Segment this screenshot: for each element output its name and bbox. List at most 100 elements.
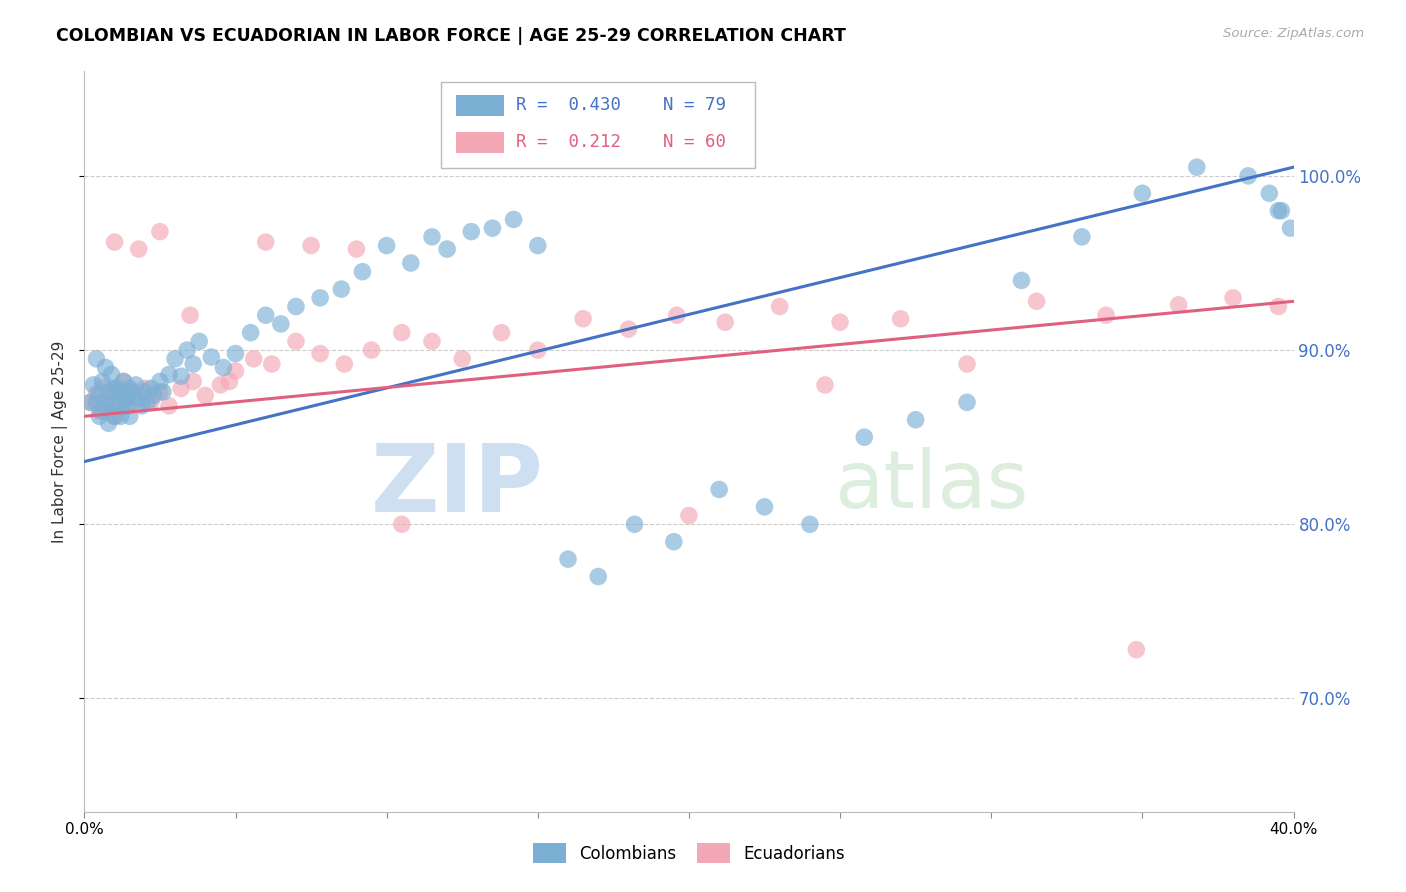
Point	[200, 350, 222, 364]
Point	[115, 392, 138, 406]
Point	[1267, 203, 1289, 218]
Point	[134, 381, 156, 395]
Point	[170, 369, 193, 384]
Point	[830, 315, 852, 329]
Point	[225, 346, 247, 360]
Point	[330, 282, 353, 296]
Point	[623, 517, 645, 532]
Point	[285, 334, 308, 349]
Point	[118, 381, 141, 395]
Point	[170, 381, 193, 395]
Point	[100, 368, 122, 382]
Point	[491, 326, 513, 340]
Point	[1222, 291, 1244, 305]
Point	[1258, 186, 1281, 201]
Point	[86, 386, 108, 401]
Point	[270, 317, 292, 331]
Point	[110, 395, 132, 409]
Point	[799, 517, 821, 532]
Point	[79, 395, 101, 409]
Point	[754, 500, 776, 514]
Point	[112, 375, 135, 389]
Point	[115, 399, 138, 413]
Point	[769, 300, 792, 314]
Point	[104, 409, 127, 424]
Point	[89, 404, 111, 418]
Point	[1095, 308, 1118, 322]
Y-axis label: In Labor Force | Age 25-29: In Labor Force | Age 25-29	[52, 341, 69, 542]
Point	[391, 326, 413, 340]
Point	[814, 378, 837, 392]
Point	[157, 399, 180, 413]
Point	[527, 238, 550, 252]
Point	[853, 430, 876, 444]
Point	[91, 404, 114, 418]
Point	[97, 384, 120, 399]
Point	[451, 351, 474, 366]
Point	[188, 334, 211, 349]
Text: R =  0.430    N = 79: R = 0.430 N = 79	[516, 95, 725, 113]
Point	[309, 291, 332, 305]
Point	[1279, 221, 1302, 235]
Text: atlas: atlas	[834, 447, 1028, 525]
Point	[128, 395, 150, 409]
Point	[112, 395, 135, 409]
Point	[104, 235, 127, 249]
Point	[212, 360, 235, 375]
Point	[420, 334, 443, 349]
Point	[254, 308, 277, 322]
Point	[110, 384, 132, 399]
Point	[94, 399, 117, 413]
Point	[904, 413, 927, 427]
Point	[352, 265, 374, 279]
Point	[285, 300, 308, 314]
Point	[617, 322, 640, 336]
Point	[436, 242, 458, 256]
Point	[333, 357, 356, 371]
Point	[1025, 294, 1047, 309]
Point	[82, 378, 104, 392]
Point	[100, 395, 122, 409]
Point	[956, 395, 979, 409]
Point	[91, 381, 114, 395]
Point	[1167, 298, 1189, 312]
Point	[128, 392, 150, 406]
Point	[391, 517, 413, 532]
Point	[157, 368, 180, 382]
Point	[149, 375, 172, 389]
Text: ZIP: ZIP	[371, 440, 544, 532]
Point	[86, 395, 108, 409]
Point	[134, 384, 156, 399]
Point	[94, 395, 117, 409]
Point	[1237, 169, 1260, 183]
Point	[420, 230, 443, 244]
Point	[97, 416, 120, 430]
Point	[1185, 160, 1208, 174]
Point	[91, 375, 114, 389]
Point	[110, 409, 132, 424]
Point	[572, 311, 595, 326]
Point	[86, 351, 108, 366]
Point	[89, 409, 111, 424]
Point	[194, 388, 217, 402]
Point	[179, 308, 201, 322]
Point	[1125, 642, 1147, 657]
Point	[242, 351, 264, 366]
Point	[239, 326, 262, 340]
Point	[115, 392, 138, 406]
Point	[118, 399, 141, 413]
Point	[149, 384, 172, 399]
Point	[107, 399, 129, 413]
Point	[209, 378, 232, 392]
Text: Source: ZipAtlas.com: Source: ZipAtlas.com	[1223, 27, 1364, 40]
FancyBboxPatch shape	[456, 132, 503, 153]
Point	[136, 395, 159, 409]
Point	[527, 343, 550, 357]
Point	[142, 388, 165, 402]
Point	[588, 569, 610, 583]
Point	[225, 364, 247, 378]
Point	[100, 399, 122, 413]
Point	[299, 238, 322, 252]
Point	[139, 395, 162, 409]
Legend: Colombians, Ecuadorians: Colombians, Ecuadorians	[526, 837, 852, 870]
